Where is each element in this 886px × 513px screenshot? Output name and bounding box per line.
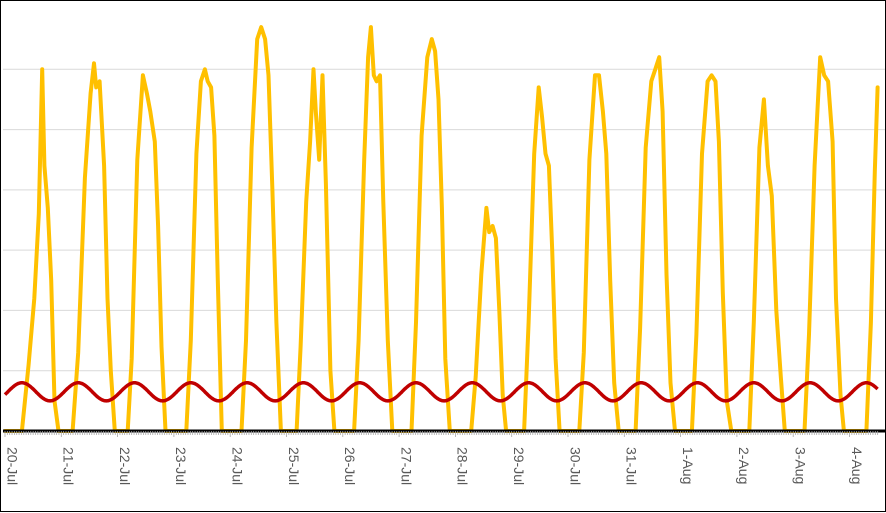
x-tick-label: 29-Jul [511, 447, 527, 485]
x-tick-label: 25-Jul [286, 447, 302, 485]
x-tick-label: 24-Jul [229, 447, 245, 485]
x-tick-label: 21-Jul [61, 447, 77, 485]
x-tick-label: 22-Jul [117, 447, 133, 485]
x-tick-label: 2-Aug [736, 447, 752, 484]
x-tick-label: 20-Jul [4, 447, 20, 485]
series-line-2 [3, 381, 879, 403]
x-tick-label: 4-Aug [849, 447, 865, 484]
x-tick-labels: 20-Jul 21-Jul 22-Jul 23-Jul 24-Jul 25-Jul 26-J… [4, 447, 865, 485]
x-tick-label: 31-Jul [624, 447, 640, 485]
series-line-1 [3, 25, 880, 433]
x-tick-label: 28-Jul [455, 447, 471, 485]
x-axis [3, 429, 885, 437]
x-tick-label: 1-Aug [680, 447, 696, 484]
series-group [3, 25, 880, 433]
x-tick-label: 3-Aug [792, 447, 808, 484]
x-tick-label: 23-Jul [173, 447, 189, 485]
x-tick-label: 26-Jul [342, 447, 358, 485]
x-tick-label: 30-Jul [567, 447, 583, 485]
x-tick-label: 27-Jul [398, 447, 414, 485]
